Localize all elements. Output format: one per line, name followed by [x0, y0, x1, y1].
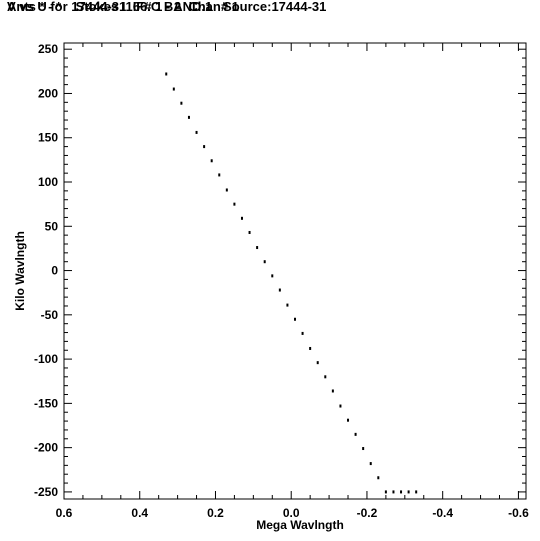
uv-point — [240, 216, 243, 220]
uv-point — [324, 375, 327, 379]
uv-point — [384, 490, 387, 494]
x-tick-label: 0.6 — [56, 506, 73, 520]
uv-point — [331, 389, 334, 393]
y-tick-label: -150 — [34, 396, 58, 410]
y-tick-label: 0 — [51, 264, 58, 278]
uv-point — [187, 115, 190, 119]
y-tick-label: 150 — [38, 131, 58, 145]
uv-point — [309, 346, 312, 350]
uv-point — [369, 462, 372, 466]
uv-point — [377, 476, 380, 480]
uv-point — [172, 87, 175, 91]
uv-point — [271, 274, 274, 278]
x-tick-label: -0.2 — [357, 506, 378, 520]
x-tick-label: -0.4 — [432, 506, 453, 520]
uv-point — [165, 72, 168, 76]
uv-point — [256, 246, 259, 250]
uv-point — [225, 188, 228, 192]
uv-point — [210, 159, 213, 163]
y-tick-label: 250 — [38, 42, 58, 56]
uv-point — [180, 101, 183, 105]
y-axis-ticks: 250 200 150 100 50 0 -50 -100 -150 -200 -250 — [34, 42, 526, 499]
y-tick-label: -200 — [34, 441, 58, 455]
x-axis-title: Mega Wavlngth — [256, 518, 344, 532]
uv-point — [339, 404, 342, 408]
y-tick-label: 50 — [45, 219, 59, 233]
uv-point — [362, 447, 365, 451]
y-axis-title: Kilo Wavlngth — [13, 231, 27, 311]
y-tick-label: 200 — [38, 86, 58, 100]
uv-point — [233, 202, 236, 206]
data-marks — [165, 72, 418, 494]
uv-point — [263, 260, 266, 264]
uv-point — [400, 490, 403, 494]
y-tick-label: -250 — [34, 485, 58, 499]
uv-point — [195, 130, 198, 134]
y-tick-label: 100 — [38, 175, 58, 189]
chart-title-line1: V vs U for 17444-31166.C BAND.1 Source:1… — [7, 0, 327, 14]
uv-point — [415, 490, 418, 494]
uv-point — [316, 361, 319, 365]
uv-point — [407, 490, 410, 494]
chart-title-line2: Ants * - * Stokes I IF# 1 - 2 Chan# 1 — [7, 0, 239, 14]
x-tick-label: -0.6 — [508, 506, 529, 520]
x-axis-ticks: 0.6 0.4 0.2 0.0 -0.2 -0.4 -0.6 — [56, 43, 529, 520]
uv-point — [278, 288, 281, 292]
uv-point — [203, 145, 206, 149]
y-tick-label: -50 — [41, 308, 59, 322]
x-tick-label: 0.2 — [207, 506, 224, 520]
x-tick-label: 0.0 — [283, 506, 300, 520]
uv-point — [347, 418, 350, 422]
uv-point — [354, 432, 357, 436]
uv-point — [286, 303, 289, 307]
x-tick-label: 0.4 — [131, 506, 148, 520]
uv-point — [301, 331, 304, 335]
uv-point — [218, 173, 221, 177]
uv-point — [392, 490, 395, 494]
uv-point — [248, 230, 251, 234]
y-tick-label: -100 — [34, 352, 58, 366]
plot-frame — [63, 42, 527, 500]
uv-point — [294, 317, 296, 321]
